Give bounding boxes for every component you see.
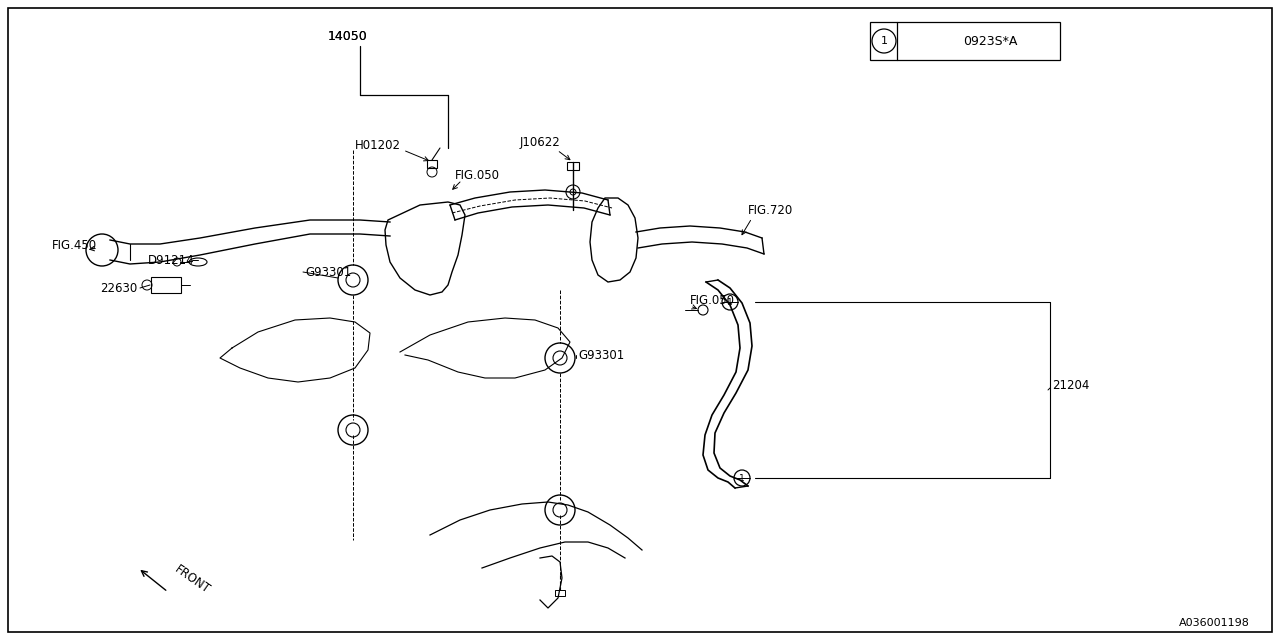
Text: H01202: H01202 xyxy=(355,138,401,152)
Text: J10622: J10622 xyxy=(520,136,561,148)
Text: 14050: 14050 xyxy=(328,29,367,42)
Text: G93301: G93301 xyxy=(579,349,625,362)
Text: FIG.720: FIG.720 xyxy=(748,204,794,216)
Text: G93301: G93301 xyxy=(305,266,351,278)
Bar xyxy=(556,590,564,596)
Text: FIG.050: FIG.050 xyxy=(690,294,735,307)
Bar xyxy=(870,22,1060,60)
Text: 22630: 22630 xyxy=(100,282,137,294)
Text: 0923S*A: 0923S*A xyxy=(963,35,1018,47)
Text: FRONT: FRONT xyxy=(172,563,212,596)
Text: 21204: 21204 xyxy=(1052,378,1089,392)
Text: 1: 1 xyxy=(739,474,745,483)
Bar xyxy=(567,162,579,170)
Bar xyxy=(151,277,180,293)
Text: D91214: D91214 xyxy=(148,253,195,266)
Text: A036001198: A036001198 xyxy=(1179,618,1251,628)
Text: 14050: 14050 xyxy=(328,29,367,42)
Text: FIG.050: FIG.050 xyxy=(454,168,500,182)
Bar xyxy=(428,160,436,168)
Text: 1: 1 xyxy=(881,36,887,46)
Text: 1: 1 xyxy=(727,298,733,307)
Text: FIG.450: FIG.450 xyxy=(52,239,97,252)
